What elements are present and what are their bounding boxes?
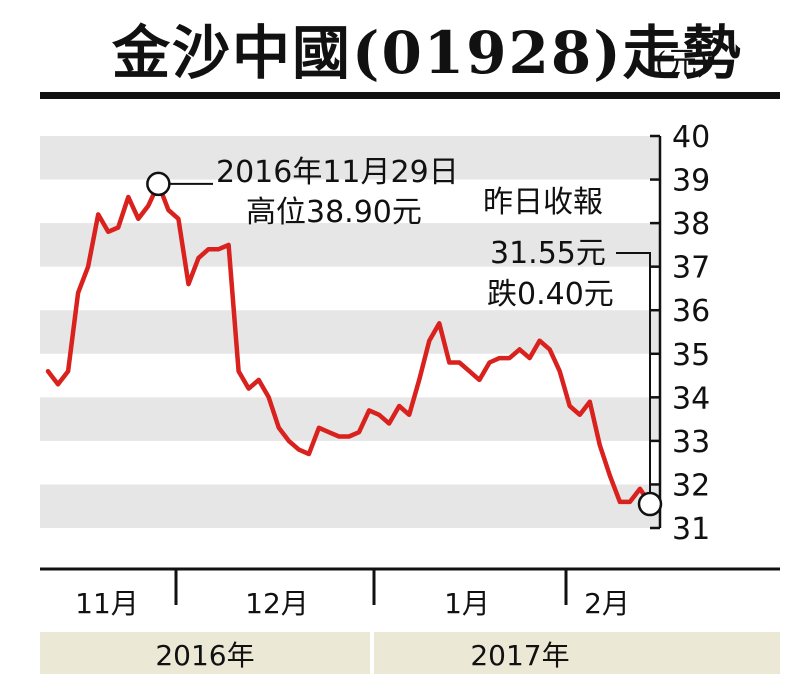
- grid-band: [40, 223, 660, 267]
- year-band: [40, 632, 370, 674]
- close-change-label: 跌0.40元: [487, 277, 614, 312]
- y-tick-label: 31: [672, 512, 710, 547]
- y-tick-label: 38: [672, 207, 710, 242]
- y-tick-label: 32: [672, 468, 710, 503]
- y-axis: 40 39 38 37 36 35 34 33 32 31: [650, 120, 710, 547]
- month-label: 2月: [584, 587, 630, 620]
- year-band: [374, 632, 780, 674]
- unit-label: (元): [655, 46, 709, 81]
- y-tick-label: 36: [672, 294, 710, 329]
- high-value-label: 高位38.90元: [246, 195, 422, 230]
- month-label: 1月: [444, 587, 490, 620]
- high-marker: [146, 171, 171, 197]
- title-area: 金沙中國(01928)走勢 (元): [0, 0, 800, 99]
- close-title-label: 昨日收報: [483, 185, 603, 220]
- y-tick-label: 37: [672, 251, 710, 286]
- month-label: 12月: [245, 587, 309, 620]
- y-tick-label: 35: [672, 338, 710, 373]
- title-rule: [40, 92, 780, 99]
- year-label: 2017年: [470, 639, 569, 672]
- grid-band: [40, 310, 660, 354]
- x-axis: 11月 12月 1月 2月 2016年 2017年: [40, 567, 780, 674]
- grid-band: [40, 484, 660, 528]
- year-label: 2016年: [155, 639, 254, 672]
- close-leader: [616, 252, 651, 494]
- y-tick-label: 34: [672, 381, 710, 416]
- y-tick-label: 33: [672, 425, 710, 460]
- y-tick-label: 39: [672, 164, 710, 199]
- chart-title: 金沙中國(01928)走勢: [112, 19, 743, 87]
- y-tick-label: 40: [672, 120, 710, 155]
- month-label: 11月: [75, 587, 139, 620]
- price-line: [45, 181, 653, 507]
- price-series: [45, 181, 653, 507]
- high-date-label: 2016年11月29日: [216, 155, 459, 190]
- close-value-label: 31.55元: [490, 236, 606, 271]
- grid-band: [40, 136, 660, 180]
- close-marker: [637, 491, 663, 517]
